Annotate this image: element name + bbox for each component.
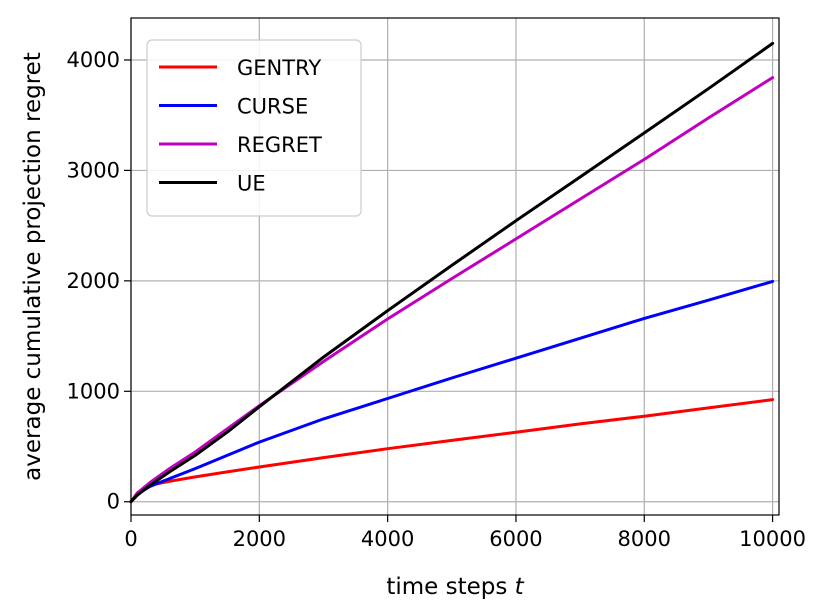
legend-label: REGRET xyxy=(237,133,322,157)
y-tick-label: 4000 xyxy=(67,48,120,72)
x-tick-label: 6000 xyxy=(489,527,542,551)
series-lines xyxy=(129,41,775,504)
legend-box xyxy=(146,39,362,217)
series-line-curse xyxy=(129,279,775,504)
y-tick-label: 3000 xyxy=(67,158,120,182)
legend-label: UE xyxy=(237,172,266,196)
x-tick-label: 2000 xyxy=(233,527,286,551)
y-axis-label: average cumulative projection regret xyxy=(20,52,46,481)
x-tick-label: 10000 xyxy=(739,527,806,551)
y-tick-label: 0 xyxy=(107,490,120,514)
y-tick-label: 1000 xyxy=(67,379,120,403)
x-tick-label: 4000 xyxy=(361,527,414,551)
x-tick-label: 0 xyxy=(124,527,137,551)
series-line-ue xyxy=(129,41,775,504)
x-tick-label: 8000 xyxy=(618,527,671,551)
axis-ticks: 0 2000 4000 6000 8000 10000 0 1000 2000 3000 4000 xyxy=(67,48,806,551)
plot-frame xyxy=(130,17,780,516)
y-tick-label: 2000 xyxy=(67,269,120,293)
legend: GENTRY CURSE REGRET UE xyxy=(146,39,362,217)
series-line-regret xyxy=(129,76,775,504)
legend-label: GENTRY xyxy=(237,56,321,80)
series-line-gentry xyxy=(129,398,775,504)
x-axis-label: time steps t xyxy=(386,574,524,600)
legend-label: CURSE xyxy=(237,95,308,119)
